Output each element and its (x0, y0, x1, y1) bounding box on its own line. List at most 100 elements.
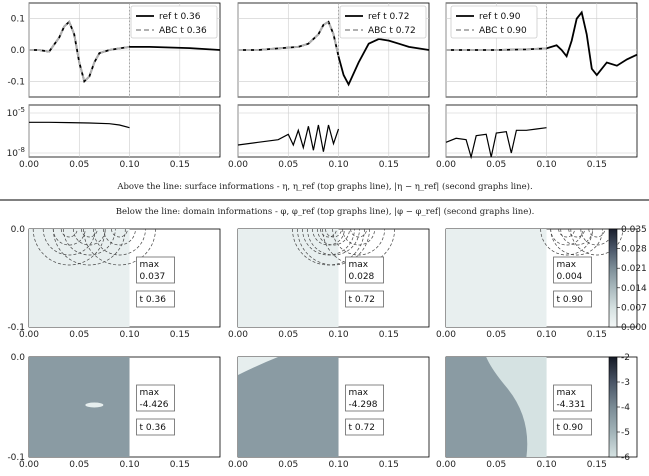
contour-line (342, 228, 375, 246)
time-label: t 0.36 (140, 295, 167, 305)
legend-ref-label: ref t 0.72 (368, 12, 410, 22)
surface-panel-3: ref t 0.90 ABC t 0.90 (445, 2, 638, 98)
time-box (553, 418, 592, 436)
x-tick-label: 0.05 (486, 160, 506, 170)
contour-line (332, 228, 385, 256)
contour-line (317, 228, 350, 246)
contour-line (52, 228, 126, 266)
x-tick-label: 0.05 (486, 330, 506, 340)
error-patch (85, 402, 104, 408)
max-box (345, 384, 384, 412)
x-tick-label: 0.00 (436, 460, 456, 470)
contour-line (588, 228, 606, 238)
x-tick-label: 0.10 (537, 160, 557, 170)
x-tick-label: 0.10 (537, 330, 557, 340)
contour-line (72, 228, 106, 246)
legend-ref-label: ref t 0.36 (159, 12, 201, 22)
x-tick-label: 0.15 (379, 330, 399, 340)
x-tick-label: 0.00 (228, 330, 248, 340)
contour-line (560, 228, 594, 246)
domain-fill (29, 357, 130, 457)
max-label: max (140, 388, 160, 398)
x-tick-label: 0.05 (69, 460, 89, 470)
x-tick-label: 0.00 (228, 460, 248, 470)
contour-line (320, 228, 337, 238)
time-box (345, 418, 384, 436)
contour-line (32, 228, 106, 266)
time-label: t 0.72 (349, 295, 375, 305)
max-box (553, 384, 592, 412)
max-box (136, 256, 175, 284)
error-frame (28, 104, 221, 158)
caption-above: Above the line: surface informations - η… (116, 181, 532, 192)
series-ref-line (446, 10, 638, 77)
colorbar-tick-label: -6 (621, 453, 630, 463)
max-box (136, 384, 175, 412)
contour-line (62, 228, 116, 256)
contour-line (558, 228, 575, 238)
y-tick-label: -0.1 (7, 453, 25, 463)
colorbar-2: -2 -3 -4 -5 -6 (608, 353, 630, 463)
contour-line (111, 228, 128, 238)
colorbar-1: 0.035 0.028 0.021 0.014 0.007 0.000 (608, 225, 647, 333)
time-box (136, 290, 175, 308)
x-tick-label: 0.15 (587, 160, 607, 170)
max-value: -4.331 (557, 400, 586, 410)
time-label: t 0.72 (349, 423, 375, 433)
series-abc-line (446, 47, 547, 51)
x-tick-label: 0.10 (120, 330, 140, 340)
x-tick-label: 0.15 (170, 160, 190, 170)
error-frame (445, 104, 638, 158)
max-value: -4.298 (349, 400, 378, 410)
contour-line (570, 228, 624, 256)
error-patch (486, 357, 547, 457)
series-abc-line (29, 20, 130, 84)
domain-panel-2-1: 0.00 0.05 0.10 0.15 0.0 -0.1 max -4.426 t 0.36 (7, 353, 221, 470)
x-tick-label: 0.10 (329, 460, 349, 470)
chart-layer: 0.1 0.0 -0.1 ref t 0.36 ABC t 0.36 ref t 0.72… (7, 2, 647, 470)
legend-ref-label: ref t 0.90 (479, 12, 521, 22)
contour-line (302, 228, 355, 256)
time-label: t 0.90 (557, 423, 584, 433)
caption-below: Below the line: domain informations - φ,… (116, 206, 535, 217)
x-tick-label: 0.10 (120, 160, 140, 170)
error-panel-2: 0.00 0.05 0.10 0.15 (228, 104, 430, 170)
x-tick-label: 0.00 (228, 160, 248, 170)
x-tick-label: 0.15 (379, 160, 399, 170)
contour-line (580, 228, 614, 246)
x-tick-label: 0.10 (329, 330, 349, 340)
colorbar-tick-label: 0.007 (621, 303, 647, 313)
max-value: -4.426 (140, 400, 169, 410)
contour-line (550, 228, 583, 246)
domain-panel-1-2: 0.00 0.05 0.10 0.15 max 0.028 t 0.72 (228, 228, 430, 340)
legend-abc-label: ABC t 0.36 (159, 26, 207, 36)
max-value: 0.004 (557, 272, 583, 282)
contour-line (550, 228, 604, 256)
max-value: 0.037 (140, 272, 166, 282)
error-line (445, 127, 547, 160)
max-box (553, 256, 592, 284)
domain-fill (446, 229, 547, 327)
colorbar-tick-label: 0.014 (621, 284, 647, 294)
max-label: max (349, 260, 369, 270)
contour-line (42, 228, 96, 256)
domain-fill (238, 229, 339, 327)
colorbar-tick-label: -2 (621, 353, 630, 363)
x-tick-label: 0.05 (69, 160, 89, 170)
contour-line (80, 228, 98, 238)
colorbar-tick-label: -4 (621, 403, 630, 413)
colorbar-tick-label: 0.000 (621, 323, 647, 333)
max-label: max (557, 260, 577, 270)
domain-panel-2-3: 0.00 0.05 0.10 0.15 max -4.331 t 0.90 (436, 356, 638, 470)
error-panel-1: 10-5 10-80.00 0.05 0.10 0.15 (7, 104, 221, 170)
x-tick-label: 0.10 (329, 160, 349, 170)
x-tick-label: 0.15 (587, 460, 607, 470)
y-tick-label: 10-8 (7, 146, 25, 159)
y-tick-label: 0.0 (11, 225, 26, 235)
contour-line (93, 228, 146, 256)
contour-line (297, 228, 370, 266)
x-tick-label: 0.10 (537, 460, 557, 470)
y-tick-label: 10-5 (7, 106, 25, 119)
contour-line (83, 228, 156, 266)
